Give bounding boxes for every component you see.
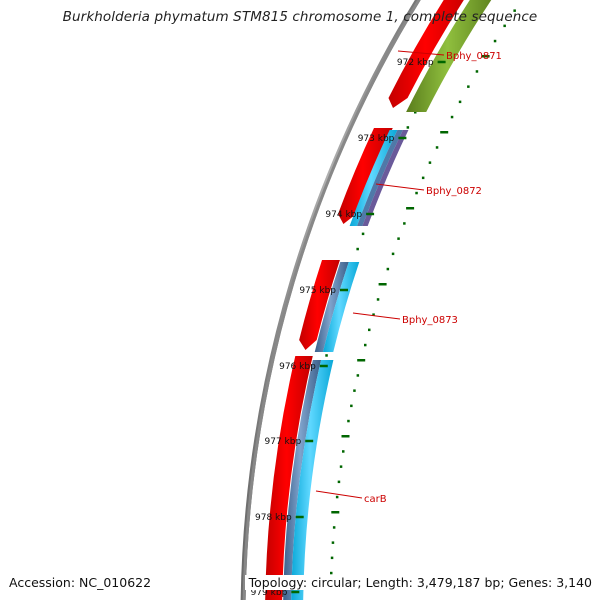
minor-tick <box>414 111 417 114</box>
gene-leader-line <box>397 50 445 56</box>
tick-label: 974 kbp <box>325 210 362 220</box>
outer-tick <box>428 161 432 164</box>
outer-tick <box>331 541 335 544</box>
gene-labels: Bphy_0871 Bphy_0872 Bphy_0873 carB <box>315 50 502 505</box>
outer-tick <box>353 389 356 392</box>
outer-tick <box>386 267 390 271</box>
outer-tick <box>378 283 387 286</box>
tick-label: 977 kbp <box>265 437 302 447</box>
outer-tick <box>335 495 339 499</box>
outer-tick <box>330 556 334 560</box>
gene-leader-line <box>352 312 401 320</box>
outer-tick <box>332 526 336 529</box>
feature-tracks <box>265 0 492 600</box>
feature-track-olive <box>406 0 492 112</box>
gene-label[interactable]: carB <box>364 494 387 505</box>
outer-tick <box>376 298 380 301</box>
outer-tick <box>450 115 454 119</box>
outer-tick <box>331 511 340 514</box>
outer-tick <box>341 435 350 438</box>
feature-track-steel-0873 <box>314 262 349 352</box>
outer-tick <box>493 39 497 43</box>
outer-tick <box>435 146 439 149</box>
gene-label[interactable]: Bphy_0871 <box>446 51 502 62</box>
cds-arrow-0871 <box>388 0 464 108</box>
outer-tick <box>350 404 353 408</box>
outer-tick <box>356 374 360 377</box>
topology-label: Topology: circular; Length: 3,479,187 bp… <box>244 575 592 590</box>
tick-label: 973 kbp <box>358 134 395 144</box>
outer-tick <box>475 70 479 73</box>
tick-label: 975 kbp <box>299 286 336 296</box>
outer-tick <box>467 85 470 88</box>
gene-label[interactable]: Bphy_0872 <box>426 186 482 197</box>
feature-track-steel-carB <box>283 360 322 600</box>
outer-tick <box>406 207 415 210</box>
cds-arrow-0873 <box>299 260 340 350</box>
minor-tick <box>406 126 410 129</box>
tick-label: 972 kbp <box>397 58 434 68</box>
outer-tick <box>364 343 367 347</box>
feature-track-steel-0872 <box>357 130 403 226</box>
backbone-line <box>242 0 421 600</box>
outer-tick <box>391 252 395 256</box>
outer-tick <box>403 222 406 225</box>
outer-tick <box>481 55 490 58</box>
feature-track-cyan-carB <box>291 360 334 600</box>
feature-track-violet-0872 <box>362 130 409 226</box>
feature-track-cyan-0872 <box>349 130 398 226</box>
outer-tick <box>330 571 333 575</box>
outer-tick <box>347 419 350 423</box>
tick-label: 976 kbp <box>279 362 316 372</box>
minor-tick <box>361 232 365 236</box>
outer-tick <box>421 176 425 180</box>
outer-tick <box>372 313 375 316</box>
feature-track-cyan-0873 <box>322 262 360 352</box>
gene-leader-line <box>375 183 425 191</box>
outer-tick <box>342 450 345 453</box>
chromosome-backbone <box>240 0 421 600</box>
outer-tick <box>440 131 449 134</box>
tick-label: 979 kbp <box>251 588 288 598</box>
outer-tick <box>337 480 341 484</box>
gene-leader-line <box>315 490 363 499</box>
accession-label: Accession: NC_010622 <box>9 575 152 590</box>
outer-tick <box>357 359 366 362</box>
gene-label[interactable]: Bphy_0873 <box>402 315 458 326</box>
outer-tick <box>397 237 400 240</box>
outer-tick <box>503 24 506 28</box>
outer-tick <box>458 100 462 104</box>
minor-tick <box>356 247 359 251</box>
outer-tick <box>415 191 418 195</box>
outer-tick <box>513 9 516 12</box>
outer-tick <box>339 465 343 468</box>
cds-block-carB <box>265 356 313 600</box>
outer-tick <box>368 328 371 332</box>
map-title: Burkholderia phymatum STM815 chromosome … <box>62 9 538 25</box>
cds-arrow-0872 <box>338 128 393 224</box>
ruler-major-ticks: 972 kbp 973 kbp 974 kbp 975 kbp 976 kbp 977 k… <box>251 58 446 598</box>
minor-tick <box>325 354 328 357</box>
tick-label: 978 kbp <box>255 513 292 523</box>
